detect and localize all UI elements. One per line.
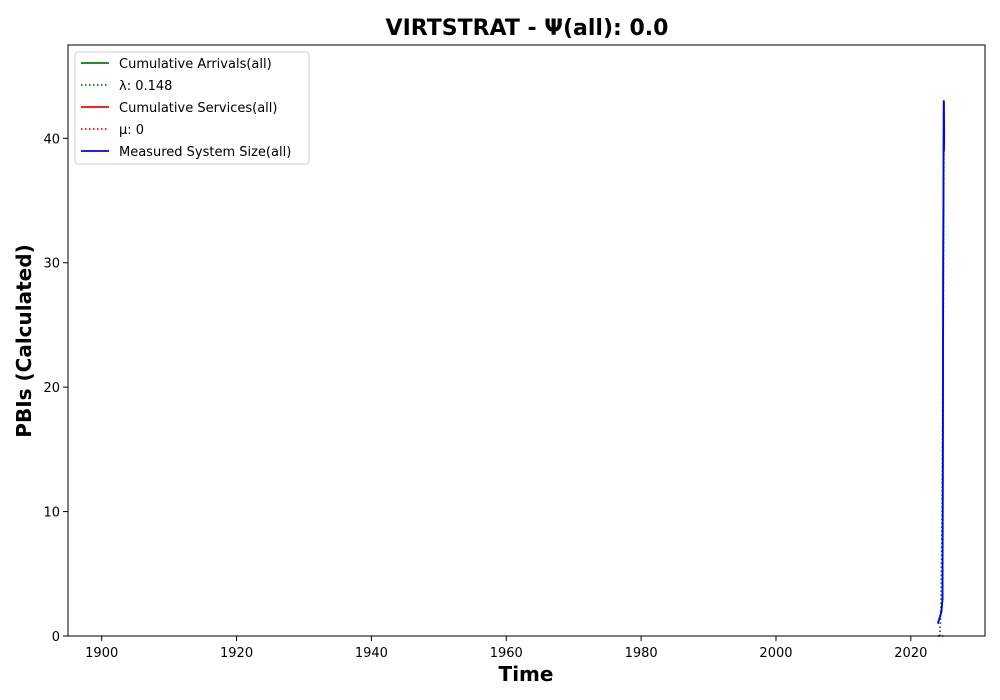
x-axis-ticks: 1900 1920 1940 1960 1980 2000 2020 — [85, 636, 927, 661]
y-axis-ticks: 0 10 20 30 40 — [43, 132, 68, 645]
chart-title: VIRTSTRAT - Ψ(all): 0.0 — [386, 16, 669, 41]
y-tick-label: 20 — [43, 381, 60, 396]
y-axis-label: PBIs (Calculated) — [12, 244, 36, 437]
x-tick-label: 1960 — [490, 646, 523, 661]
x-tick-label: 2020 — [894, 646, 927, 661]
x-tick-label: 2000 — [759, 646, 792, 661]
legend: Cumulative Arrivals(all) λ: 0.148 Cumulati… — [74, 51, 310, 165]
x-tick-label: 1900 — [85, 646, 118, 661]
legend-label: μ: 0 — [119, 123, 144, 138]
legend-label: Measured System Size(all) — [119, 145, 291, 160]
legend-label: Cumulative Arrivals(all) — [119, 57, 272, 72]
x-axis-label: Time — [499, 662, 554, 686]
legend-items: Cumulative Arrivals(all) λ: 0.148 Cumulati… — [81, 57, 291, 160]
x-tick-label: 1980 — [625, 646, 658, 661]
y-tick-label: 0 — [52, 630, 60, 645]
x-tick-label: 1940 — [355, 646, 388, 661]
legend-label: Cumulative Services(all) — [119, 101, 277, 116]
plot-frame — [67, 44, 986, 637]
y-tick-label: 30 — [43, 257, 60, 272]
legend-label: λ: 0.148 — [119, 79, 172, 94]
y-tick-label: 10 — [43, 506, 60, 521]
legend-box — [74, 51, 310, 165]
series-line-4 — [936, 100, 946, 624]
y-tick-label: 40 — [43, 132, 60, 147]
x-tick-label: 1920 — [220, 646, 253, 661]
